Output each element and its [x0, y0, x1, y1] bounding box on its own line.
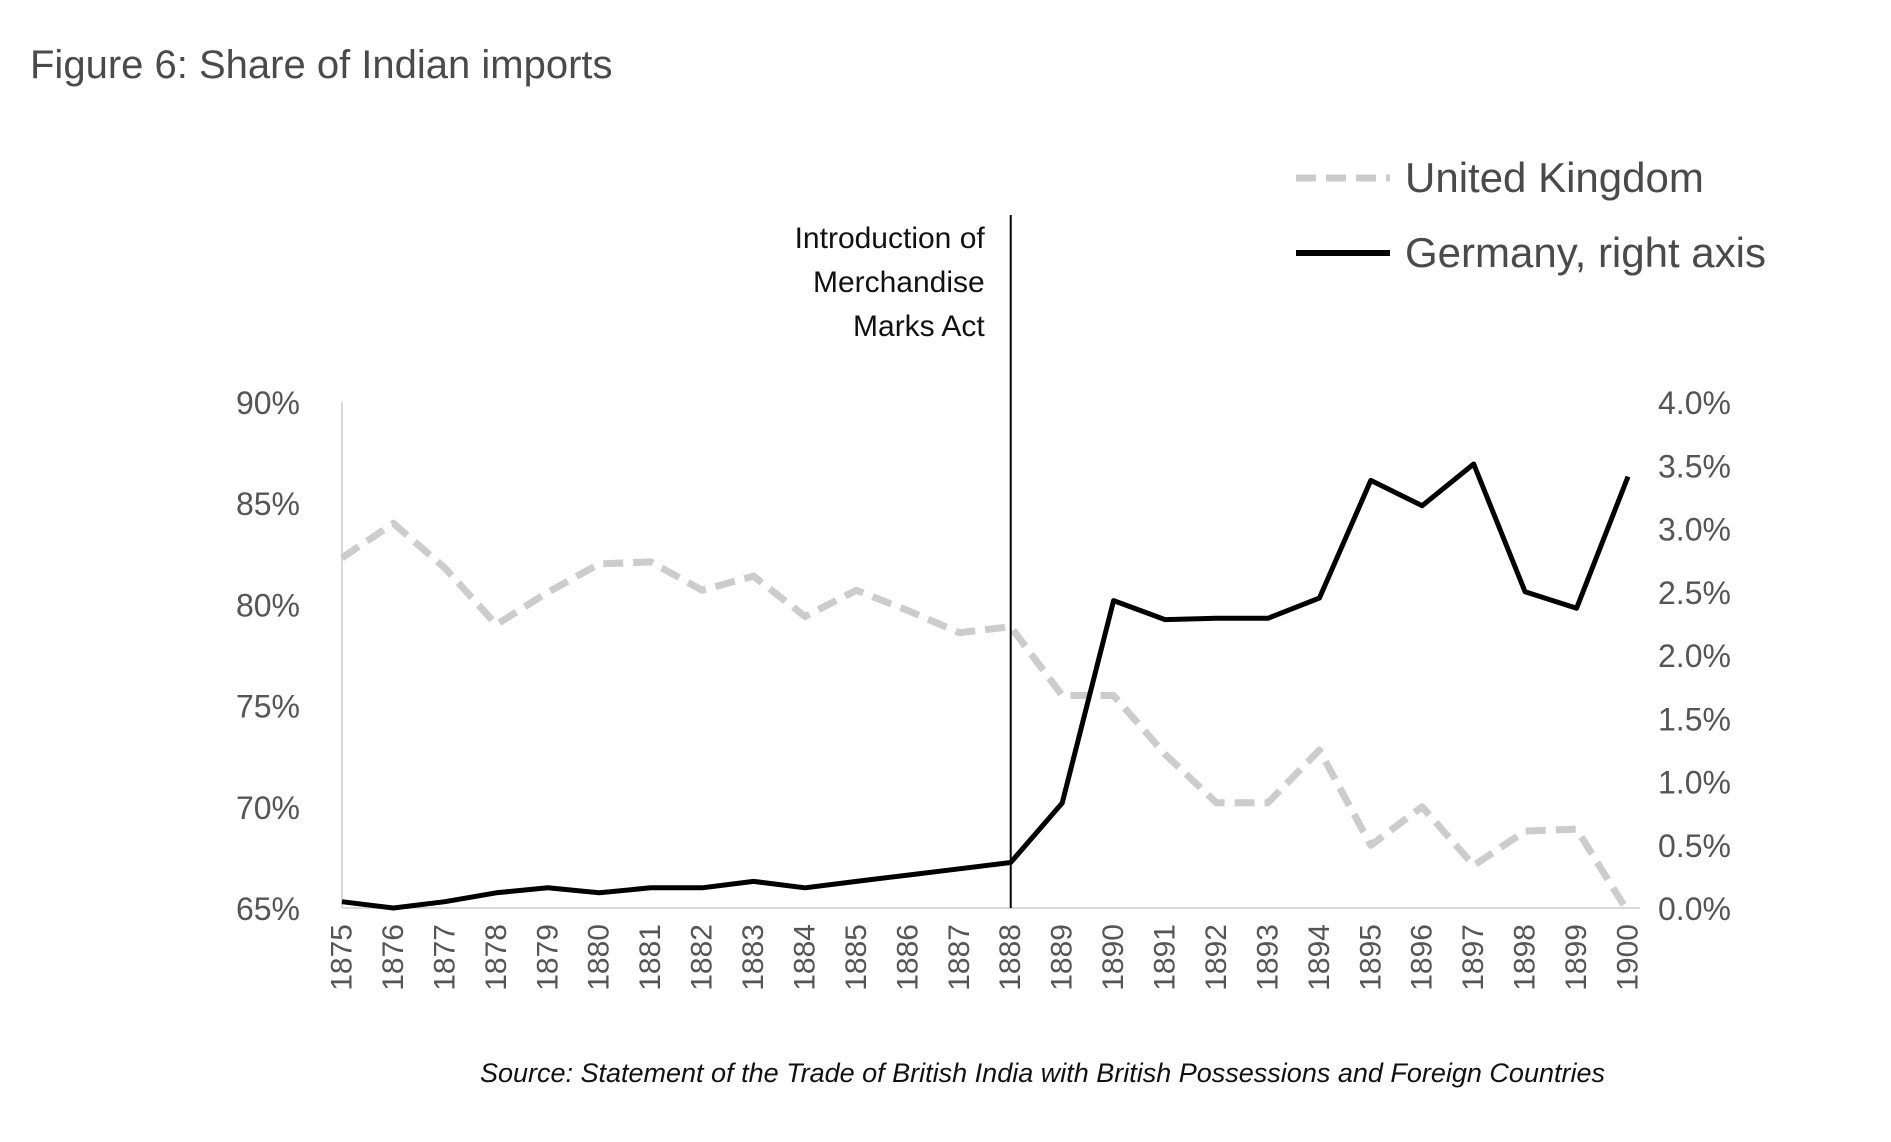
- right-axis-tick-label: 3.5%: [1658, 448, 1731, 484]
- left-axis-tick-label: 75%: [236, 689, 300, 725]
- right-axis-tick-label: 1.5%: [1658, 701, 1731, 737]
- right-axis-tick-label: 2.0%: [1658, 638, 1731, 674]
- annotation-text-line: Merchandise: [813, 266, 985, 299]
- annotation: Introduction of Merchandise Marks Act: [795, 215, 1012, 908]
- x-axis-tick-label: 1877: [428, 924, 461, 991]
- right-axis-tick-label: 4.0%: [1658, 385, 1731, 421]
- x-axis-tick-label: 1899: [1560, 924, 1593, 991]
- source-note: Source: Statement of the Trade of Britis…: [480, 1058, 1605, 1088]
- x-axis-tick-label: 1890: [1097, 924, 1130, 991]
- annotation-text-line: Introduction of: [795, 222, 986, 255]
- x-axis-tick-label: 1891: [1149, 924, 1182, 991]
- x-axis-tick-label: 1896: [1406, 924, 1439, 991]
- left-axis-tick-label: 85%: [236, 486, 300, 522]
- x-axis-tick-label: 1882: [686, 924, 719, 991]
- legend: United Kingdom Germany, right axis: [1296, 154, 1766, 276]
- x-axis-tick-label: 1886: [891, 924, 924, 991]
- annotation-text-line: Marks Act: [853, 310, 985, 343]
- right-axis-tick-label: 0.5%: [1658, 828, 1731, 864]
- x-axis-tick-label: 1879: [531, 924, 564, 991]
- x-axis-tick-label: 1878: [480, 924, 513, 991]
- legend-label-germany: Germany, right axis: [1405, 229, 1766, 276]
- x-axis-tick-label: 1883: [737, 924, 770, 991]
- x-axis-tick-label: 1894: [1303, 924, 1336, 991]
- right-axis-tick-label: 0.0%: [1658, 891, 1731, 927]
- x-axis-tick-label: 1881: [634, 924, 667, 991]
- x-axis-tick-label: 1898: [1509, 924, 1542, 991]
- x-axis-tick-label: 1875: [326, 924, 359, 991]
- left-axis-tick-label: 90%: [236, 385, 300, 421]
- right-axis-tick-label: 1.0%: [1658, 765, 1731, 801]
- axes: 65% 70% 75% 80% 85% 90% 0.0% 0.5% 1.0% 1.5% 2.0% 2.…: [236, 385, 1731, 991]
- figure-title: Figure 6: Share of Indian imports: [30, 43, 613, 87]
- left-axis-tick-label: 80%: [236, 587, 300, 623]
- left-axis-tick-label: 65%: [236, 891, 300, 927]
- right-axis-tick-label: 2.5%: [1658, 575, 1731, 611]
- legend-label-united-kingdom: United Kingdom: [1405, 154, 1704, 201]
- x-axis-tick-label: 1884: [788, 924, 821, 991]
- x-axis-tick-label: 1892: [1200, 924, 1233, 991]
- x-axis-tick-label: 1880: [583, 924, 616, 991]
- series-lines: [340, 461, 1631, 914]
- right-axis-tick-label: 3.0%: [1658, 512, 1731, 548]
- left-axis-tick-label: 70%: [236, 790, 300, 826]
- series-line-united-kingdom: [340, 519, 1631, 914]
- x-axis-tick-label: 1887: [943, 924, 976, 991]
- x-axis-tick-label: 1895: [1354, 924, 1387, 991]
- x-axis-tick-label: 1889: [1046, 924, 1079, 991]
- x-axis-tick-label: 1876: [377, 924, 410, 991]
- x-axis-tick-label: 1893: [1251, 924, 1284, 991]
- series-line-germany: [341, 461, 1631, 911]
- x-axis-tick-label: 1888: [994, 924, 1027, 991]
- x-axis-tick-label: 1885: [840, 924, 873, 991]
- x-axis-tick-label: 1900: [1612, 924, 1645, 991]
- x-axis-tick-label: 1897: [1457, 924, 1490, 991]
